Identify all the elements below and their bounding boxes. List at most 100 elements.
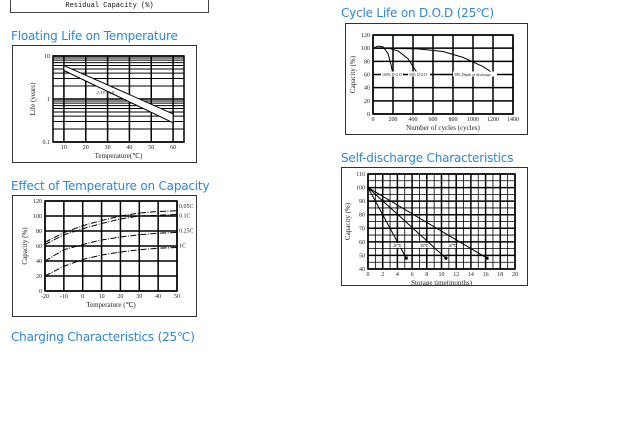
plot-frame <box>367 173 516 270</box>
floating-life-chart: 10 20 30 40 50 60 0.1 1 10 Temperature(℃) Life (ye… <box>12 45 197 163</box>
y-tick-label: 80 <box>359 213 365 219</box>
x-tick-label: -10 <box>60 294 68 300</box>
series-line-0.25C <box>44 232 178 262</box>
x-tick-label: 0 <box>367 272 370 278</box>
x-tick-label: 10 <box>61 145 67 151</box>
y-tick-label: 20 <box>364 99 370 105</box>
y-tick-label: 20 <box>36 274 42 280</box>
x-axis-label: Number of cycles (cycles) <box>406 124 480 132</box>
self-discharge-title: Self-discharge Characteristics <box>341 151 514 165</box>
x-tick-label: 800 <box>449 117 458 123</box>
y-tick-label: 50 <box>359 253 365 259</box>
series-line <box>372 45 394 75</box>
y-tick-label: 1 <box>47 97 50 103</box>
y-axis-label: Capacity (%) <box>344 202 352 240</box>
y-tick-label: 40 <box>364 86 370 92</box>
x-tick-label: 20 <box>83 145 89 151</box>
x-tick-label: 40 <box>126 145 132 151</box>
x-axis-label: Temperature (℃) <box>86 301 136 309</box>
end-marker <box>444 256 448 260</box>
x-tick-label: 1200 <box>487 117 499 123</box>
residual-capacity-chart-fragment: Residual Capacity (%) <box>10 0 209 13</box>
y-tick-label: 70 <box>359 226 365 232</box>
series-label: 50% D.O.D <box>409 73 427 77</box>
y-tick-label: 60 <box>364 73 370 79</box>
x-tick-label: 0 <box>372 117 375 123</box>
y-tick-label: 90 <box>359 199 365 205</box>
series-label: 30℃ <box>420 243 429 248</box>
series-line-0.05C <box>44 210 178 243</box>
series-line-1C <box>44 247 178 277</box>
series-line <box>367 187 447 259</box>
y-tick-label: 0.1 <box>43 140 51 146</box>
voltage-annotation: 2.3V/Cell <box>97 90 115 95</box>
y-axis-label: Capacity (%) <box>21 227 29 265</box>
cycle-life-title: Cycle Life on D.O.D (25℃) <box>341 6 494 20</box>
residual-capacity-axis-label: Residual Capacity (%) <box>65 2 154 10</box>
x-tick-label: 60 <box>170 145 176 151</box>
series-label: 20℃ <box>448 243 457 248</box>
x-tick-label: 600 <box>429 117 438 123</box>
y-tick-label: 100 <box>33 214 42 220</box>
floating-life-title: Floating Life on Temperature <box>11 29 178 43</box>
x-tick-label: 50 <box>148 145 154 151</box>
label-bg <box>453 71 497 77</box>
x-tick-label: 20 <box>512 272 518 278</box>
series-label: 0.25C <box>179 229 194 235</box>
x-tick-label: 16 <box>483 272 489 278</box>
series-label: 1C <box>179 244 186 250</box>
x-tick-label: -20 <box>41 294 49 300</box>
series-line <box>367 187 488 259</box>
x-tick-label: 0 <box>81 294 84 300</box>
series-label: 40℃ <box>393 243 402 248</box>
x-tick-label: 30 <box>136 294 142 300</box>
plot-frame <box>44 200 178 292</box>
label-bg <box>408 71 430 77</box>
temp-capacity-title: Effect of Temperature on Capacity <box>11 179 210 193</box>
x-tick-label: 12 <box>453 272 459 278</box>
y-tick-label: 40 <box>36 259 42 265</box>
series-label: 30% Depth of discharge <box>454 73 491 77</box>
y-tick-label: 40 <box>359 267 365 273</box>
charging-title: Charging Characteristics (25℃) <box>11 330 195 344</box>
x-tick-label: 14 <box>468 272 474 278</box>
x-tick-label: 400 <box>409 117 418 123</box>
y-tick-label: 60 <box>36 244 42 250</box>
x-tick-label: 10 <box>99 294 105 300</box>
y-axis-label: Capacity (%) <box>349 55 357 93</box>
x-tick-label: 18 <box>497 272 503 278</box>
label-bg <box>418 242 428 248</box>
label-bg <box>391 242 401 248</box>
x-tick-label: 10 <box>439 272 445 278</box>
end-marker <box>404 256 408 260</box>
series-label: 0.05C <box>179 204 194 210</box>
temp-capacity-chart: -20 -10 0 10 20 30 40 50 0 20 40 60 80 100 120 Temperat… <box>12 195 197 317</box>
y-tick-label: 110 <box>356 172 365 178</box>
series-line <box>372 47 494 74</box>
y-axis-label: Life (years) <box>29 82 37 116</box>
y-tick-label: 80 <box>364 59 370 65</box>
x-tick-label: 1400 <box>507 117 519 123</box>
y-tick-label: 0 <box>39 289 42 295</box>
y-tick-label: 120 <box>361 33 370 39</box>
y-tick-label: 10 <box>44 54 50 60</box>
x-axis-label: Temperature(℃) <box>95 152 143 160</box>
self-discharge-chart: 0 2 4 6 8 10 12 14 16 18 20 40 50 60 70 80 90 100 110 Stora… <box>341 167 528 286</box>
x-tick-label: 40 <box>155 294 161 300</box>
life-band <box>63 64 174 124</box>
x-tick-label: 2 <box>381 272 384 278</box>
series-line-0.1C <box>44 214 178 245</box>
x-tick-label: 1000 <box>467 117 479 123</box>
x-tick-label: 8 <box>425 272 428 278</box>
y-tick-label: 0 <box>367 112 370 118</box>
series-label: 100% D.O.D <box>382 73 402 77</box>
grid <box>44 200 178 292</box>
y-tick-label: 100 <box>361 46 370 52</box>
plot-frame <box>52 55 185 143</box>
x-tick-label: 50 <box>174 294 180 300</box>
x-tick-label: 30 <box>105 145 111 151</box>
grid <box>367 173 516 270</box>
cycle-life-chart: 0 200 400 600 800 1000 1200 1400 0 20 40 60 80 100 120… <box>345 23 528 135</box>
x-tick-label: 6 <box>411 272 414 278</box>
series-label: 0.1C <box>179 214 191 220</box>
